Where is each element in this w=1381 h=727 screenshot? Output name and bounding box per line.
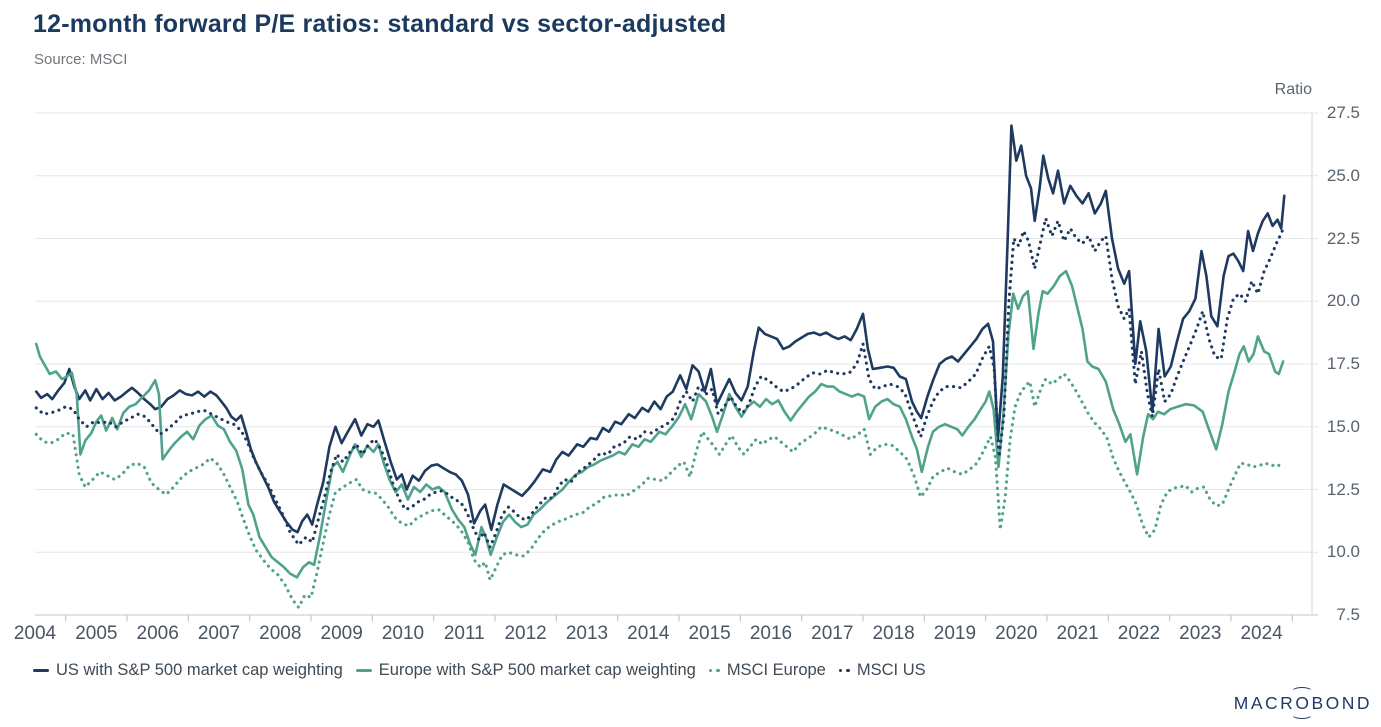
y-tick-label: 17.5 (1326, 354, 1360, 373)
y-tick-label: 7.5 (1336, 605, 1360, 624)
x-tick-label: 2006 (136, 623, 179, 644)
legend-item: MSCI Europe (708, 661, 826, 680)
series-line-solid-us-with-s-p-500-market-cap-weighting (34, 124, 1286, 534)
legend-dotted-line-icon (708, 668, 720, 673)
x-tick-label: 2018 (872, 623, 915, 644)
legend-item: MSCI US (838, 661, 926, 680)
x-tick-label: 2007 (197, 623, 241, 644)
x-tick-label: 2005 (75, 623, 118, 644)
legend-solid-line-icon (33, 668, 49, 673)
x-tick-label: 2016 (749, 623, 793, 644)
series-line-dotted-msci-us (34, 216, 1286, 549)
legend-solid-line-icon (355, 668, 372, 673)
series-line-dotted-msci-europe (34, 372, 1285, 610)
y-tick-label: 12.5 (1326, 479, 1360, 499)
logo-text-post: BOND (1311, 693, 1372, 713)
x-tick-label: 2022 (1117, 623, 1161, 644)
y-tick-label: 15.0 (1326, 416, 1360, 436)
legend-label: MSCI Europe (726, 661, 826, 679)
x-tick-label: 2014 (627, 623, 670, 644)
x-tick-label: 2012 (504, 623, 547, 644)
y-tick-label: 22.5 (1326, 228, 1360, 248)
y-tick-label: 25.0 (1326, 165, 1360, 185)
legend-item: US with S&P 500 market cap weighting (33, 661, 343, 680)
series-line-solid-europe-with-s-p-500-market-cap-weighting (34, 269, 1285, 579)
logo-o-mark: O (1291, 687, 1314, 719)
x-tick-label: 2015 (688, 623, 731, 644)
legend-item: Europe with S&P 500 market cap weighting (355, 661, 696, 680)
x-tick-label: 2021 (1056, 623, 1099, 644)
legend-label: US with S&P 500 market cap weighting (56, 661, 343, 679)
x-tick-label: 2013 (565, 623, 609, 644)
y-tick-label: 10.0 (1326, 542, 1360, 562)
source-note: Source: MSCI (34, 51, 128, 68)
legend-dotted-line-icon (838, 668, 850, 673)
x-tick-label: 2020 (995, 623, 1038, 644)
x-tick-label: 2011 (443, 623, 485, 644)
x-tick-label: 2019 (933, 623, 977, 644)
legend-label: MSCI US (856, 661, 926, 679)
chart-legend: US with S&P 500 market cap weighting Euro… (33, 661, 926, 680)
x-tick-label: 2009 (320, 623, 363, 644)
x-tick-label: 2010 (381, 623, 425, 644)
y-axis-unit-label: Ratio (1274, 81, 1312, 98)
logo-text-pre: MACR (1233, 693, 1296, 713)
x-tick-label: 2004 (13, 623, 57, 644)
macrobond-logo: MACROBOND (1233, 687, 1372, 719)
x-tick-label: 2024 (1240, 623, 1283, 644)
y-tick-label: 27.5 (1326, 103, 1360, 122)
y-tick-label: 20.0 (1326, 291, 1360, 311)
x-tick-label: 2017 (811, 623, 854, 644)
x-tick-label: 2023 (1179, 623, 1222, 644)
page-title: 12-month forward P/E ratios: standard vs… (33, 10, 727, 38)
x-tick-label: 2008 (259, 623, 302, 644)
legend-label: Europe with S&P 500 market cap weighting (378, 661, 696, 679)
